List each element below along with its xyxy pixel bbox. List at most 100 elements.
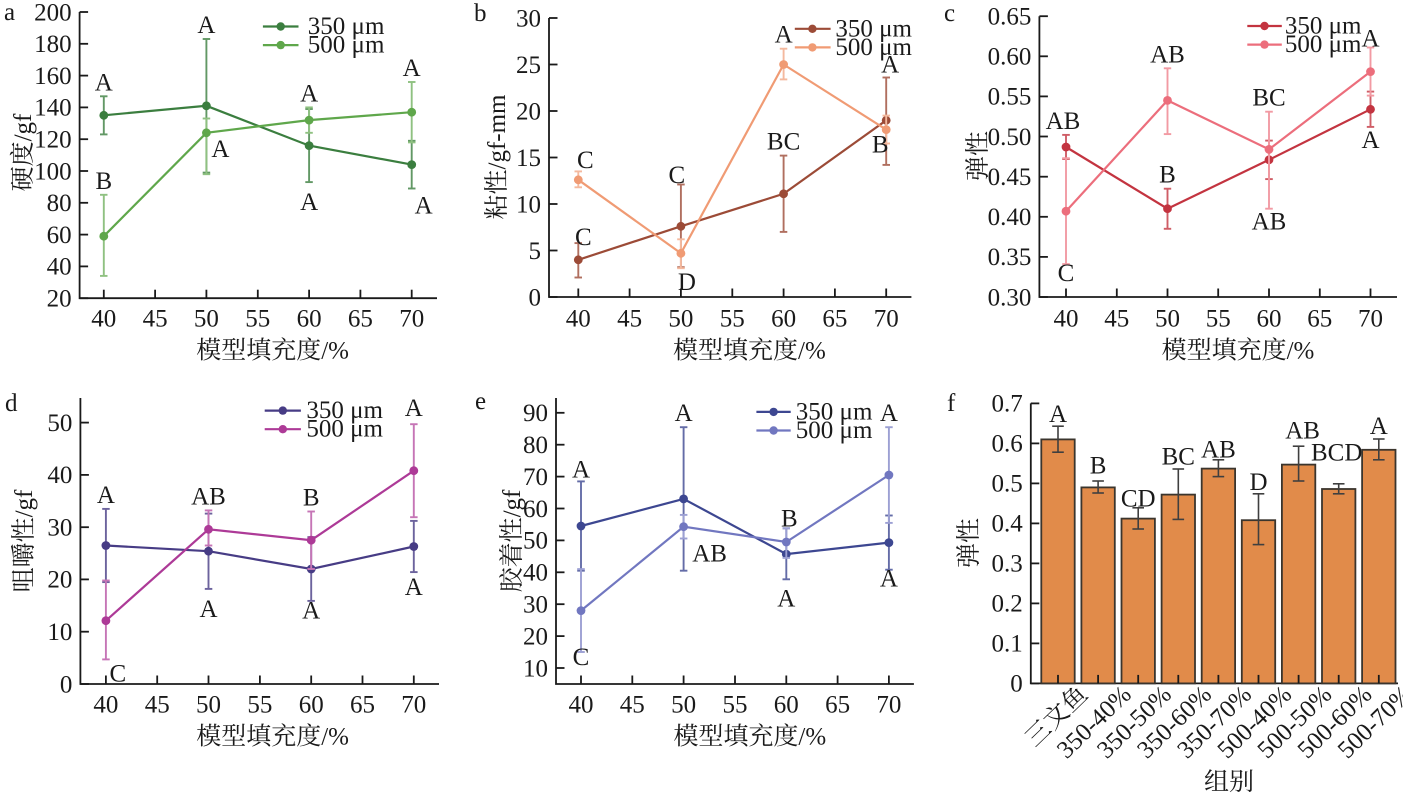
svg-text:C: C — [669, 162, 686, 189]
svg-text:A: A — [405, 395, 423, 422]
svg-text:A: A — [405, 574, 423, 601]
svg-text:/%: /% — [321, 338, 349, 365]
svg-text:20: 20 — [516, 98, 541, 125]
svg-text:40: 40 — [569, 692, 594, 719]
svg-text:55: 55 — [245, 306, 270, 333]
svg-text:45: 45 — [145, 692, 170, 719]
svg-text:30: 30 — [523, 592, 548, 619]
svg-text:0.5: 0.5 — [992, 471, 1023, 498]
svg-text:AB: AB — [1285, 418, 1320, 445]
svg-text:60: 60 — [299, 692, 324, 719]
svg-text:10: 10 — [516, 191, 541, 218]
svg-text:0.6: 0.6 — [992, 431, 1023, 458]
svg-text:A: A — [302, 597, 320, 624]
svg-text:60: 60 — [771, 306, 796, 333]
svg-text:50: 50 — [523, 528, 548, 555]
svg-text:0: 0 — [529, 284, 542, 311]
svg-text:60: 60 — [523, 496, 548, 523]
svg-text:40: 40 — [523, 560, 548, 587]
svg-text:30: 30 — [516, 5, 541, 32]
svg-text:0.4: 0.4 — [992, 511, 1024, 538]
svg-text:50: 50 — [194, 306, 219, 333]
svg-text:200: 200 — [34, 0, 72, 26]
svg-text:/gf: /gf — [10, 113, 37, 141]
svg-text:AB: AB — [1150, 41, 1185, 68]
svg-text:b: b — [474, 0, 487, 27]
svg-text:A: A — [403, 55, 421, 82]
svg-text:20: 20 — [47, 286, 72, 313]
svg-text:65: 65 — [348, 306, 373, 333]
svg-text:A: A — [197, 12, 215, 39]
svg-text:0.35: 0.35 — [988, 244, 1032, 271]
svg-text:0.45: 0.45 — [988, 164, 1032, 191]
svg-text:AB: AB — [1046, 108, 1081, 135]
svg-text:15: 15 — [516, 145, 541, 172]
svg-text:/gf: /gf — [11, 489, 38, 517]
svg-text:60: 60 — [774, 692, 799, 719]
svg-text:A: A — [415, 193, 433, 220]
svg-text:100: 100 — [34, 158, 72, 185]
svg-text:0.30: 0.30 — [988, 284, 1032, 311]
svg-text:45: 45 — [617, 306, 642, 333]
svg-text:C: C — [577, 147, 594, 174]
svg-text:0.2: 0.2 — [992, 591, 1023, 618]
svg-text:/%: /% — [321, 724, 349, 751]
svg-text:A: A — [1049, 401, 1067, 428]
svg-text:B: B — [872, 132, 889, 159]
svg-text:A: A — [95, 69, 113, 96]
svg-text:40: 40 — [93, 692, 118, 719]
svg-text:AB: AB — [191, 483, 226, 510]
svg-text:500 μm: 500 μm — [835, 34, 912, 61]
svg-text:70: 70 — [876, 692, 901, 719]
svg-text:60: 60 — [1257, 306, 1282, 333]
svg-text:C: C — [110, 660, 127, 687]
svg-text:20: 20 — [523, 623, 548, 650]
svg-text:/gf: /gf — [499, 489, 526, 517]
svg-text:350 μm: 350 μm — [306, 397, 383, 424]
svg-text:350 μm: 350 μm — [796, 398, 873, 425]
svg-text:80: 80 — [523, 432, 548, 459]
svg-text:65: 65 — [350, 692, 375, 719]
svg-text:45: 45 — [143, 306, 168, 333]
svg-text:A: A — [1370, 413, 1388, 440]
svg-text:40: 40 — [47, 254, 72, 281]
svg-text:BC: BC — [1162, 443, 1195, 470]
svg-text:500 μm: 500 μm — [306, 416, 383, 443]
svg-text:D: D — [1249, 469, 1267, 496]
svg-text:50: 50 — [196, 692, 221, 719]
svg-text:/%: /% — [798, 724, 826, 751]
svg-text:50: 50 — [1155, 306, 1180, 333]
svg-text:CD: CD — [1121, 486, 1156, 513]
svg-text:A: A — [777, 585, 795, 612]
svg-text:C: C — [573, 644, 590, 671]
svg-text:a: a — [4, 0, 15, 26]
svg-text:A: A — [1361, 26, 1379, 53]
svg-text:B: B — [1090, 452, 1107, 479]
svg-text:10: 10 — [523, 655, 548, 682]
svg-text:0.50: 0.50 — [988, 124, 1032, 151]
svg-text:0.65: 0.65 — [988, 4, 1032, 31]
svg-text:e: e — [475, 388, 486, 415]
svg-text:BCD: BCD — [1311, 440, 1362, 467]
svg-text:c: c — [944, 0, 955, 27]
svg-text:30: 30 — [47, 515, 72, 542]
svg-text:160: 160 — [34, 63, 72, 90]
svg-text:A: A — [572, 456, 590, 483]
svg-text:A: A — [199, 596, 217, 623]
svg-text:65: 65 — [822, 306, 847, 333]
svg-text:0: 0 — [1010, 671, 1023, 698]
svg-text:0.55: 0.55 — [988, 84, 1032, 111]
svg-text:65: 65 — [825, 692, 850, 719]
svg-text:C: C — [575, 224, 592, 251]
svg-text:A: A — [675, 400, 693, 427]
svg-text:180: 180 — [34, 31, 72, 58]
svg-text:A: A — [97, 482, 115, 509]
svg-text:/%: /% — [798, 338, 826, 365]
svg-text:45: 45 — [1104, 306, 1129, 333]
svg-text:55: 55 — [247, 692, 272, 719]
svg-text:AB: AB — [692, 541, 727, 568]
svg-text:500 μm: 500 μm — [796, 417, 873, 444]
svg-text:50: 50 — [47, 410, 72, 437]
svg-text:55: 55 — [720, 306, 745, 333]
svg-text:70: 70 — [401, 692, 426, 719]
